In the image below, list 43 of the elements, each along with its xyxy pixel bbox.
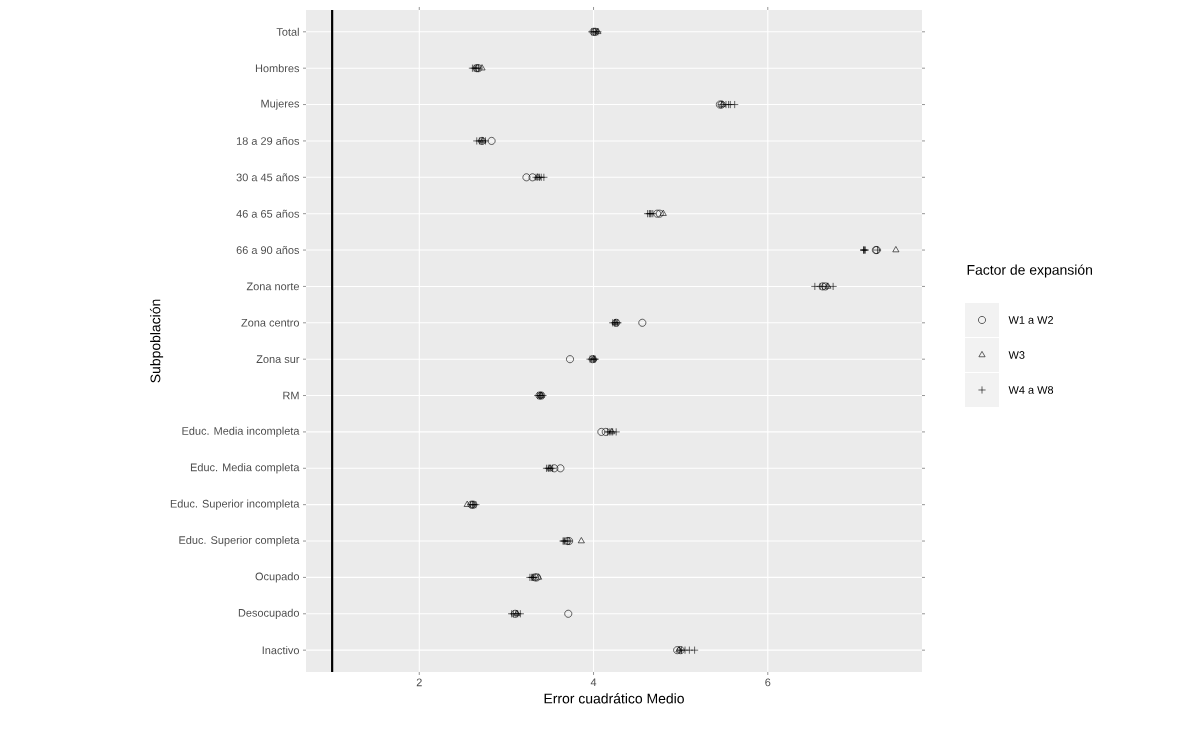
y-tick-label: Desocupado xyxy=(238,608,300,619)
y-tick-label: 66 a 90 años xyxy=(236,246,300,255)
legend-label: W4 a W8 xyxy=(1008,386,1054,394)
point xyxy=(463,500,471,507)
y-tick-label: Mujeres xyxy=(261,99,300,110)
y-tick-label: Educ. Media completa xyxy=(190,463,300,474)
point xyxy=(810,282,819,291)
legend-label: W1 a W2 xyxy=(1008,316,1054,324)
y-tick-label: 18 a 29 años xyxy=(236,136,300,145)
y-tick-label: Educ. Media incompleta xyxy=(182,426,300,438)
y-tick-label: Zona sur xyxy=(256,355,300,363)
x-axis-title: Error cuadrático Medio xyxy=(544,693,684,704)
y-tick-label: 30 a 45 años xyxy=(236,173,300,182)
point xyxy=(564,609,573,618)
legend-title: Factor de expansión xyxy=(967,264,1092,278)
point xyxy=(816,282,824,291)
legend-label: W3 xyxy=(1008,351,1025,359)
x-tick-label: 4 xyxy=(590,678,597,687)
point xyxy=(577,537,585,544)
y-tick-label: Total xyxy=(276,27,299,36)
y-tick-label: Educ. Superior incompleta xyxy=(170,499,300,510)
x-tick-label: 2 xyxy=(416,678,422,687)
y-axis-title: Subpoblación xyxy=(149,299,164,383)
point xyxy=(475,137,484,145)
point xyxy=(659,209,667,216)
x-tick-label: 6 xyxy=(765,678,771,687)
y-tick-label: Zona centro xyxy=(241,318,300,327)
point xyxy=(556,464,565,473)
point xyxy=(892,246,900,253)
y-tick-label: Inactivo xyxy=(262,646,300,655)
point xyxy=(612,428,621,436)
point xyxy=(478,64,486,71)
point xyxy=(566,355,574,364)
point xyxy=(690,646,699,655)
y-tick-label: Hombres xyxy=(255,64,300,73)
point xyxy=(487,137,496,145)
y-tick-label: Educ. Superior completa xyxy=(179,535,300,547)
y-tick-label: 46 a 65 años xyxy=(236,209,300,218)
y-tick-label: Ocupado xyxy=(255,572,300,583)
point xyxy=(730,100,739,109)
point xyxy=(638,318,647,327)
y-tick-label: Zona norte xyxy=(246,282,299,291)
y-tick-label: RM xyxy=(283,391,299,400)
